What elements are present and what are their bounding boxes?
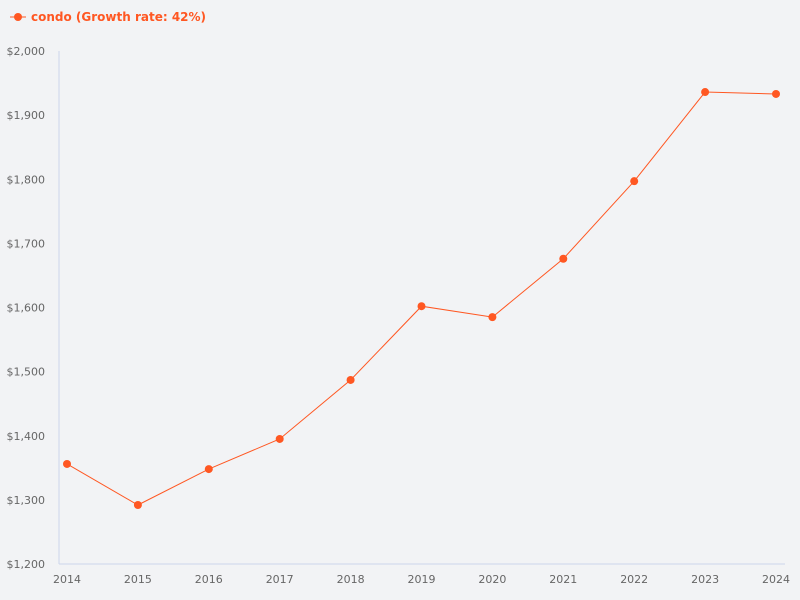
legend-label: condo (Growth rate: 42%) — [31, 10, 207, 24]
x-tick-label: 2023 — [691, 573, 719, 586]
legend[interactable]: condo (Growth rate: 42%) — [10, 10, 206, 24]
y-tick-label: $1,200 — [7, 558, 46, 571]
x-tick-label: 2014 — [53, 573, 81, 586]
y-tick-label: $1,600 — [7, 302, 46, 315]
y-tick-label: $1,800 — [7, 173, 46, 186]
data-point — [63, 459, 71, 468]
x-tick-label: 2020 — [478, 573, 506, 586]
data-point — [346, 375, 355, 384]
y-tick-label: $1,400 — [7, 430, 46, 443]
data-point — [275, 434, 284, 443]
data-point — [559, 254, 568, 263]
data-point — [133, 501, 142, 510]
data-point — [701, 88, 710, 97]
x-tick-label: 2016 — [195, 573, 223, 586]
x-tick-label: 2015 — [124, 573, 152, 586]
x-tick-label: 2017 — [266, 573, 294, 586]
series-line — [66, 91, 777, 506]
x-tick-label: 2022 — [620, 573, 648, 586]
data-point — [417, 302, 426, 311]
data-point — [630, 177, 639, 186]
x-tick-label: 2024 — [762, 573, 790, 586]
legend-marker-icon — [10, 13, 26, 21]
x-tick-label: 2018 — [337, 573, 365, 586]
y-tick-label: $1,500 — [7, 366, 46, 379]
x-tick-label: 2019 — [408, 573, 436, 586]
x-tick-label: 2021 — [549, 573, 577, 586]
y-tick-label: $1,300 — [7, 494, 46, 507]
y-tick-label: $2,000 — [7, 45, 46, 58]
data-point — [488, 313, 497, 322]
data-point — [204, 465, 213, 474]
y-tick-label: $1,700 — [7, 237, 46, 250]
data-point — [772, 89, 780, 98]
y-tick-label: $1,900 — [7, 109, 46, 122]
